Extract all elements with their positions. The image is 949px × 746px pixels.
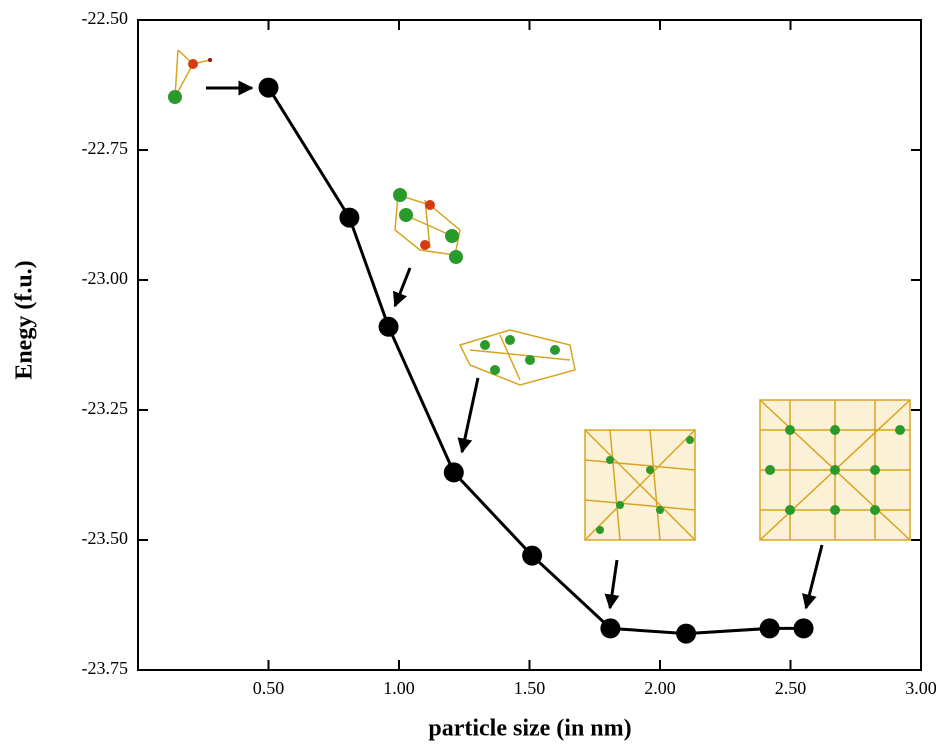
y-tick-label: -23.00: [82, 268, 129, 288]
data-point: [793, 618, 814, 639]
y-axis-label: Enegy (f.u.): [12, 260, 38, 379]
plot-frame: [137, 19, 922, 671]
x-axis-label: particle size (in nm): [428, 716, 631, 742]
y-tick-label: -23.75: [82, 658, 129, 678]
data-point: [522, 545, 543, 566]
x-tick-label: 3.00: [905, 678, 937, 698]
y-tick-label: -23.25: [82, 398, 129, 418]
y-tick-label: -22.50: [82, 8, 129, 28]
data-point: [676, 623, 697, 644]
x-tick-label: 2.50: [775, 678, 807, 698]
data-point: [759, 618, 780, 639]
y-tick-label: -23.50: [82, 528, 129, 548]
data-point: [443, 462, 464, 483]
x-tick-label: 1.50: [514, 678, 546, 698]
x-tick-label: 1.00: [383, 678, 415, 698]
y-tick-label: -22.75: [82, 138, 129, 158]
data-point: [339, 207, 360, 228]
annotations: [206, 80, 824, 610]
x-tick-label: 0.50: [253, 678, 285, 698]
data-point: [600, 618, 621, 639]
data-point: [378, 316, 399, 337]
data-point: [258, 77, 279, 98]
cluster-illustration: [168, 49, 911, 541]
x-tick-label: 2.00: [644, 678, 676, 698]
